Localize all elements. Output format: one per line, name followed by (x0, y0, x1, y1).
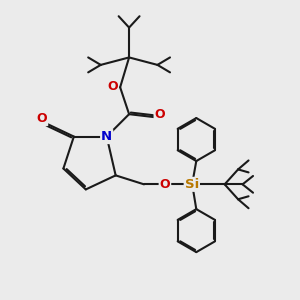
Text: O: O (160, 178, 170, 191)
Text: O: O (107, 80, 118, 93)
Text: O: O (37, 112, 47, 125)
Text: Si: Si (185, 178, 199, 191)
Text: O: O (154, 108, 165, 121)
Text: N: N (101, 130, 112, 143)
